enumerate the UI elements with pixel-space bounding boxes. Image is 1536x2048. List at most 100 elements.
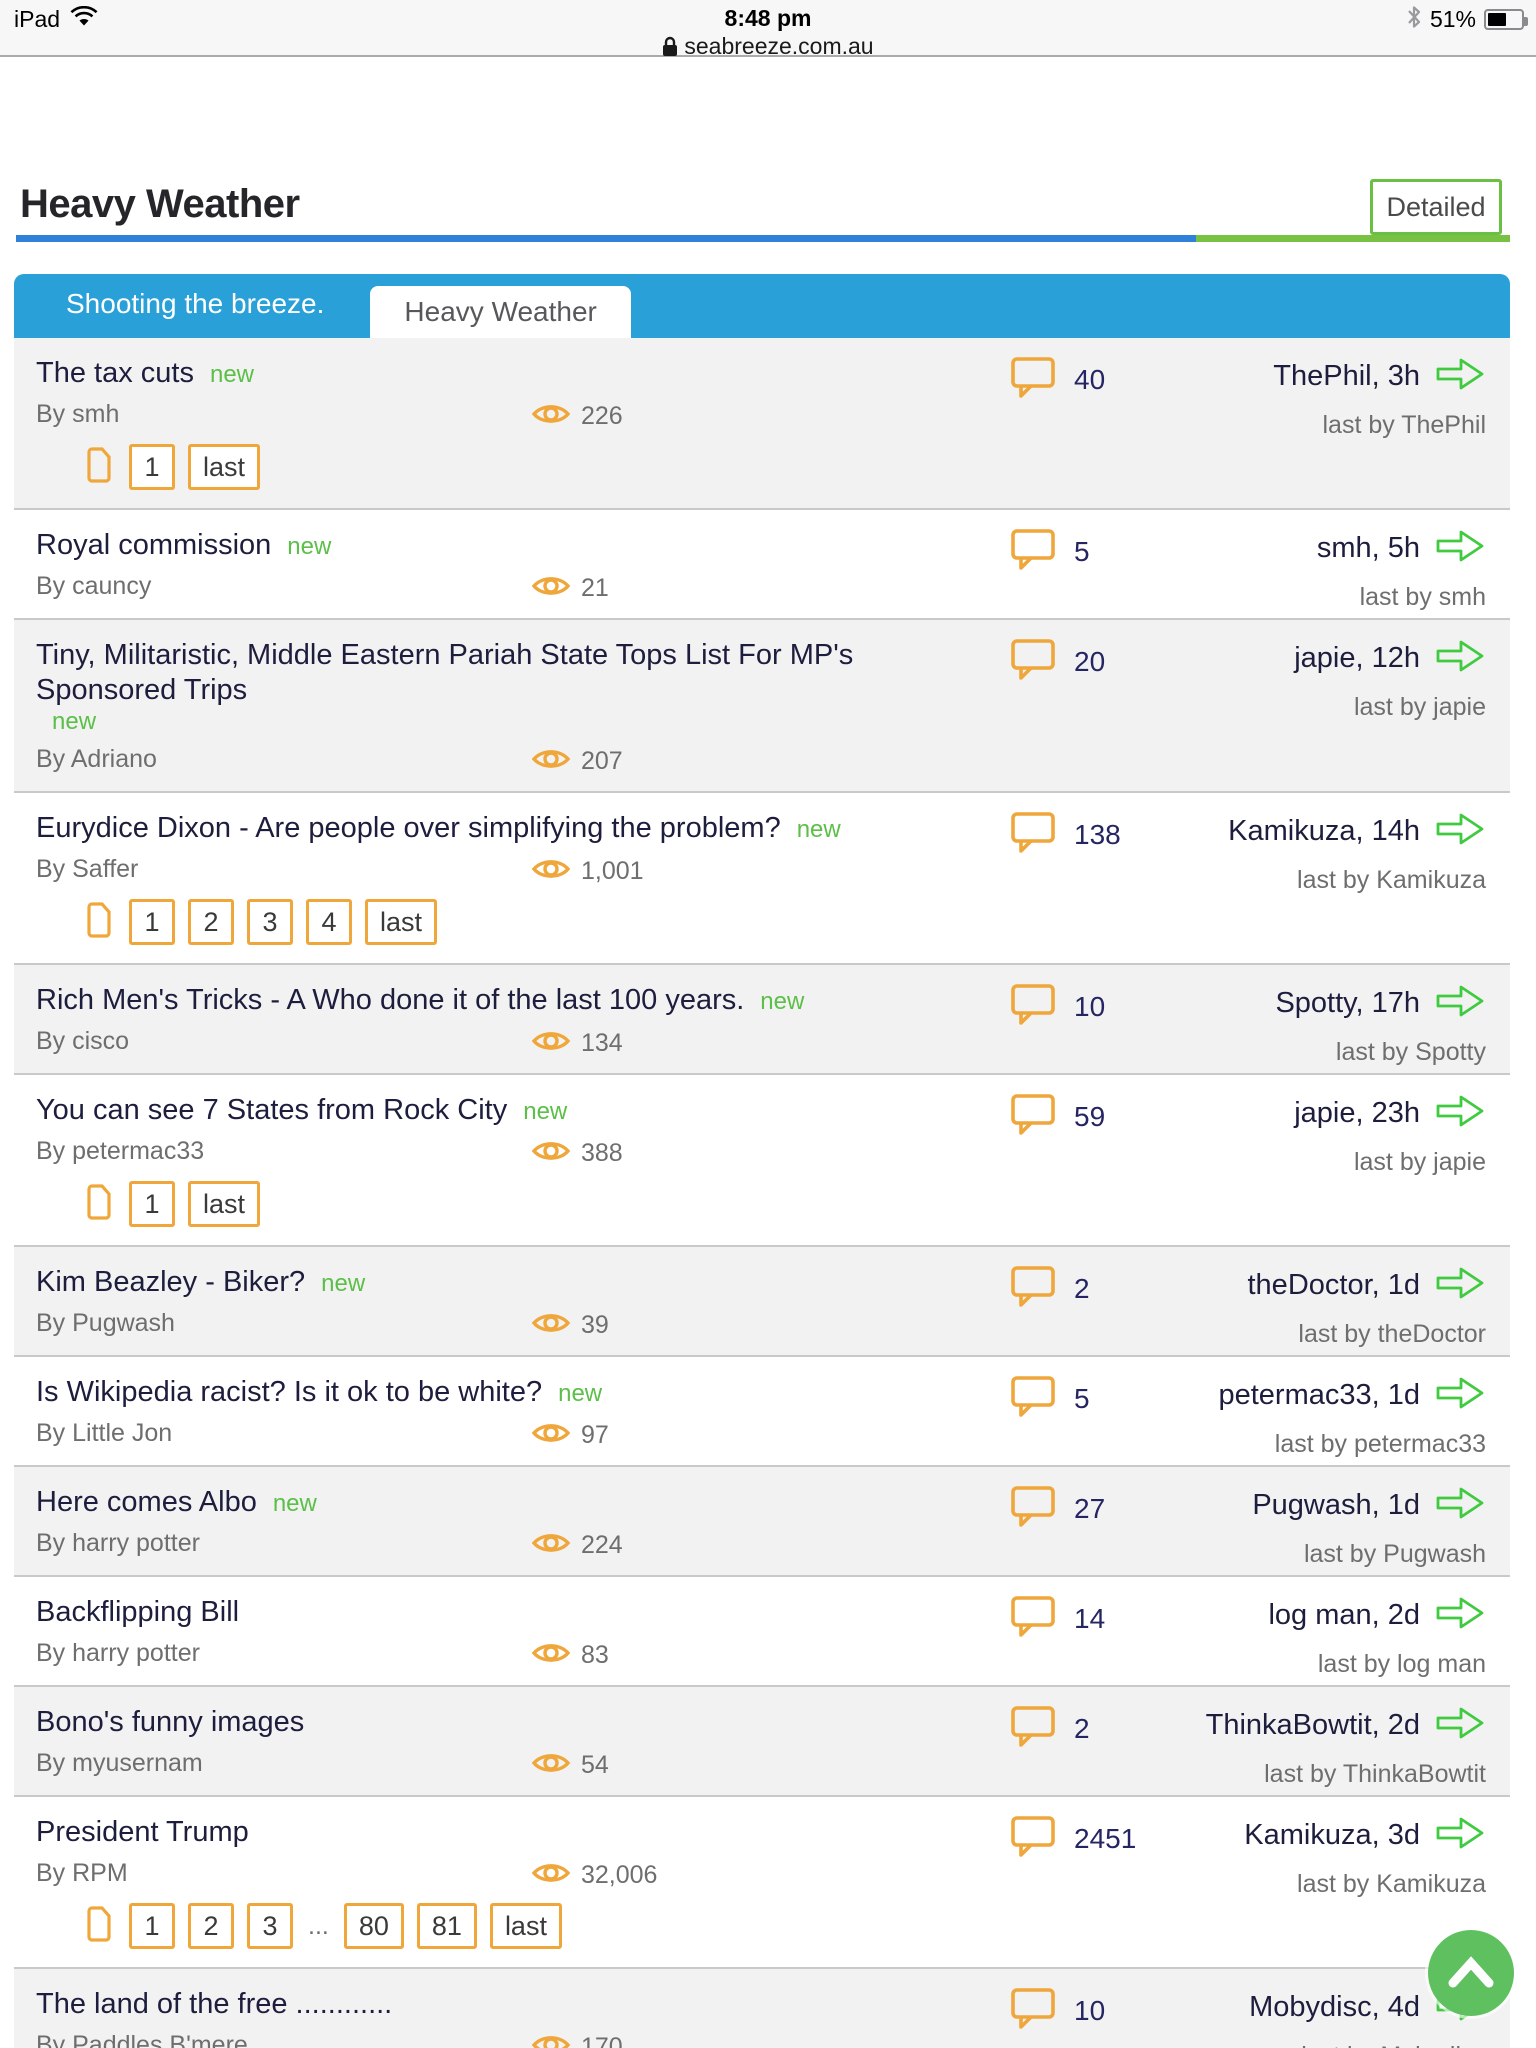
page-button-3[interactable]: 3: [247, 899, 293, 945]
go-to-last-post-arrow-icon[interactable]: [1434, 1703, 1486, 1748]
page-button-1[interactable]: 1: [129, 1181, 175, 1227]
comment-count-group: 2: [1010, 1263, 1090, 1314]
thread-author: By Little Jon: [36, 1419, 173, 1447]
detailed-view-button[interactable]: Detailed: [1370, 179, 1502, 235]
view-count-group: 54: [531, 1749, 609, 1782]
thread-author: By myusernam: [36, 1749, 203, 1777]
page-button-last[interactable]: last: [188, 444, 261, 490]
thread-title-link[interactable]: Kim Beazley - Biker?: [36, 1266, 306, 1298]
go-to-last-post-arrow-icon[interactable]: [1434, 1813, 1486, 1858]
page-button-last[interactable]: last: [365, 899, 438, 945]
last-poster-and-time: Pugwash, 1d: [1252, 1489, 1420, 1521]
thread-title-link[interactable]: Rich Men's Tricks - A Who done it of the…: [36, 984, 745, 1016]
page-header: Heavy Weather Detailed: [14, 57, 1510, 274]
thread-title-link[interactable]: The land of the free ............: [36, 1988, 393, 2020]
thread-author: By harry potter: [36, 1529, 200, 1557]
comment-count-group: 20: [1010, 636, 1105, 687]
view-count-group: 207: [531, 745, 623, 778]
eye-icon: [531, 745, 571, 778]
last-post-meta: japie, 12h last by japie: [1294, 636, 1486, 722]
thread-author: By petermac33: [36, 1137, 205, 1165]
thread-title-link[interactable]: Royal commission: [36, 529, 272, 561]
go-to-last-post-arrow-icon[interactable]: [1434, 1593, 1486, 1638]
thread-row[interactable]: Bono's funny images By myusernam 54: [14, 1687, 1510, 1797]
thread-row[interactable]: Is Wikipedia racist? Is it ok to be whit…: [14, 1357, 1510, 1467]
last-post-meta: Pugwash, 1d last by Pugwash: [1252, 1483, 1486, 1569]
page-button-81[interactable]: 81: [416, 1903, 477, 1949]
page-button-1[interactable]: 1: [129, 1903, 175, 1949]
thread-title-link[interactable]: You can see 7 States from Rock City: [36, 1094, 508, 1126]
thread-title-link[interactable]: Backflipping Bill: [36, 1596, 240, 1628]
scroll-to-top-button[interactable]: [1428, 1930, 1514, 2016]
go-to-last-post-arrow-icon[interactable]: [1434, 526, 1486, 571]
view-count: 224: [581, 1531, 623, 1559]
thread-row[interactable]: Rich Men's Tricks - A Who done it of the…: [14, 965, 1510, 1075]
thread-author: By Paddles B'mere: [36, 2031, 248, 2048]
new-badge: new: [287, 533, 332, 560]
last-poster-and-time: ThePhil, 3h: [1273, 360, 1420, 392]
thread-row[interactable]: Kim Beazley - Biker? new By Pugwash 39: [14, 1247, 1510, 1357]
thread-row[interactable]: Tiny, Militaristic, Middle Eastern Paria…: [14, 620, 1510, 793]
comment-count-group: 10: [1010, 1985, 1105, 2036]
thread-author: By cauncy: [36, 572, 152, 600]
battery-icon: [1484, 9, 1528, 30]
comment-count: 10: [1074, 990, 1106, 1022]
view-count-group: 170: [531, 2031, 623, 2048]
go-to-last-post-arrow-icon[interactable]: [1434, 354, 1486, 399]
thread-title-link[interactable]: Is Wikipedia racist? Is it ok to be whit…: [36, 1376, 543, 1408]
page-button-2[interactable]: 2: [188, 1903, 234, 1949]
go-to-last-post-arrow-icon[interactable]: [1434, 1263, 1486, 1308]
go-to-last-post-arrow-icon[interactable]: [1434, 1483, 1486, 1528]
thread-row[interactable]: Here comes Albo new By harry potter 224: [14, 1467, 1510, 1577]
go-to-last-post-arrow-icon[interactable]: [1434, 636, 1486, 681]
thread-title-link[interactable]: Eurydice Dixon - Are people over simplif…: [36, 812, 781, 844]
page-button-last[interactable]: last: [188, 1181, 261, 1227]
comment-count: 10: [1074, 1994, 1106, 2026]
page-button-last[interactable]: last: [489, 1903, 562, 1949]
last-poster-and-time: Kamikuza, 3d: [1244, 1819, 1420, 1851]
comment-bubble-icon: [1010, 1813, 1056, 1864]
thread-row[interactable]: The land of the free ............ By Pad…: [14, 1969, 1510, 2048]
go-to-last-post-arrow-icon[interactable]: [1434, 1091, 1486, 1136]
thread-row[interactable]: Royal commission new By cauncy 21: [14, 510, 1510, 620]
comment-bubble-icon: [1010, 1091, 1056, 1142]
new-badge: new: [760, 988, 805, 1015]
thread-row[interactable]: You can see 7 States from Rock City new …: [14, 1075, 1510, 1247]
last-by-label: last by petermac33: [1274, 1430, 1486, 1458]
page-button-1[interactable]: 1: [129, 444, 175, 490]
page-button-3[interactable]: 3: [247, 1903, 293, 1949]
last-poster-and-time: Spotty, 17h: [1275, 987, 1420, 1019]
thread-title-link[interactable]: Here comes Albo: [36, 1486, 257, 1518]
page-button-2[interactable]: 2: [188, 899, 234, 945]
thread-title-link[interactable]: Bono's funny images: [36, 1706, 305, 1738]
thread-row[interactable]: Eurydice Dixon - Are people over simplif…: [14, 793, 1510, 965]
tab-heavy-weather[interactable]: Heavy Weather: [370, 286, 631, 338]
thread-title-link[interactable]: President Trump: [36, 1816, 249, 1848]
page-button-80[interactable]: 80: [343, 1903, 404, 1949]
new-badge: new: [272, 1490, 317, 1517]
eye-icon: [531, 572, 571, 605]
tab-shooting-the-breeze[interactable]: Shooting the breeze.: [66, 288, 325, 319]
last-post-meta: ThinkaBowtit, 2d last by ThinkaBowtit: [1206, 1703, 1486, 1789]
comment-bubble-icon: [1010, 1263, 1056, 1314]
last-by-label: last by smh: [1359, 583, 1486, 611]
pagination: 1 2 3... 80 81 last: [86, 1903, 1510, 1949]
go-to-last-post-arrow-icon[interactable]: [1434, 809, 1486, 854]
new-badge: new: [321, 1270, 366, 1297]
go-to-last-post-arrow-icon[interactable]: [1434, 981, 1486, 1026]
view-count-group: 97: [531, 1419, 609, 1452]
page-button-1[interactable]: 1: [129, 899, 175, 945]
comment-bubble-icon: [1010, 1373, 1056, 1424]
last-post-meta: ThePhil, 3h last by ThePhil: [1273, 354, 1486, 440]
thread-title-link[interactable]: The tax cuts: [36, 357, 194, 389]
thread-row[interactable]: Backflipping Bill By harry potter 83: [14, 1577, 1510, 1687]
last-post-meta: theDoctor, 1d last by theDoctor: [1248, 1263, 1486, 1349]
thread-row[interactable]: The tax cuts new By smh 226 1 last: [14, 338, 1510, 510]
address-bar[interactable]: seabreeze.com.au: [0, 33, 1536, 60]
thread-title-link[interactable]: Tiny, Militaristic, Middle Eastern Paria…: [36, 639, 854, 706]
eye-icon: [531, 1529, 571, 1562]
go-to-last-post-arrow-icon[interactable]: [1434, 1373, 1486, 1418]
last-poster-and-time: ThinkaBowtit, 2d: [1205, 1709, 1420, 1741]
page-button-4[interactable]: 4: [306, 899, 352, 945]
